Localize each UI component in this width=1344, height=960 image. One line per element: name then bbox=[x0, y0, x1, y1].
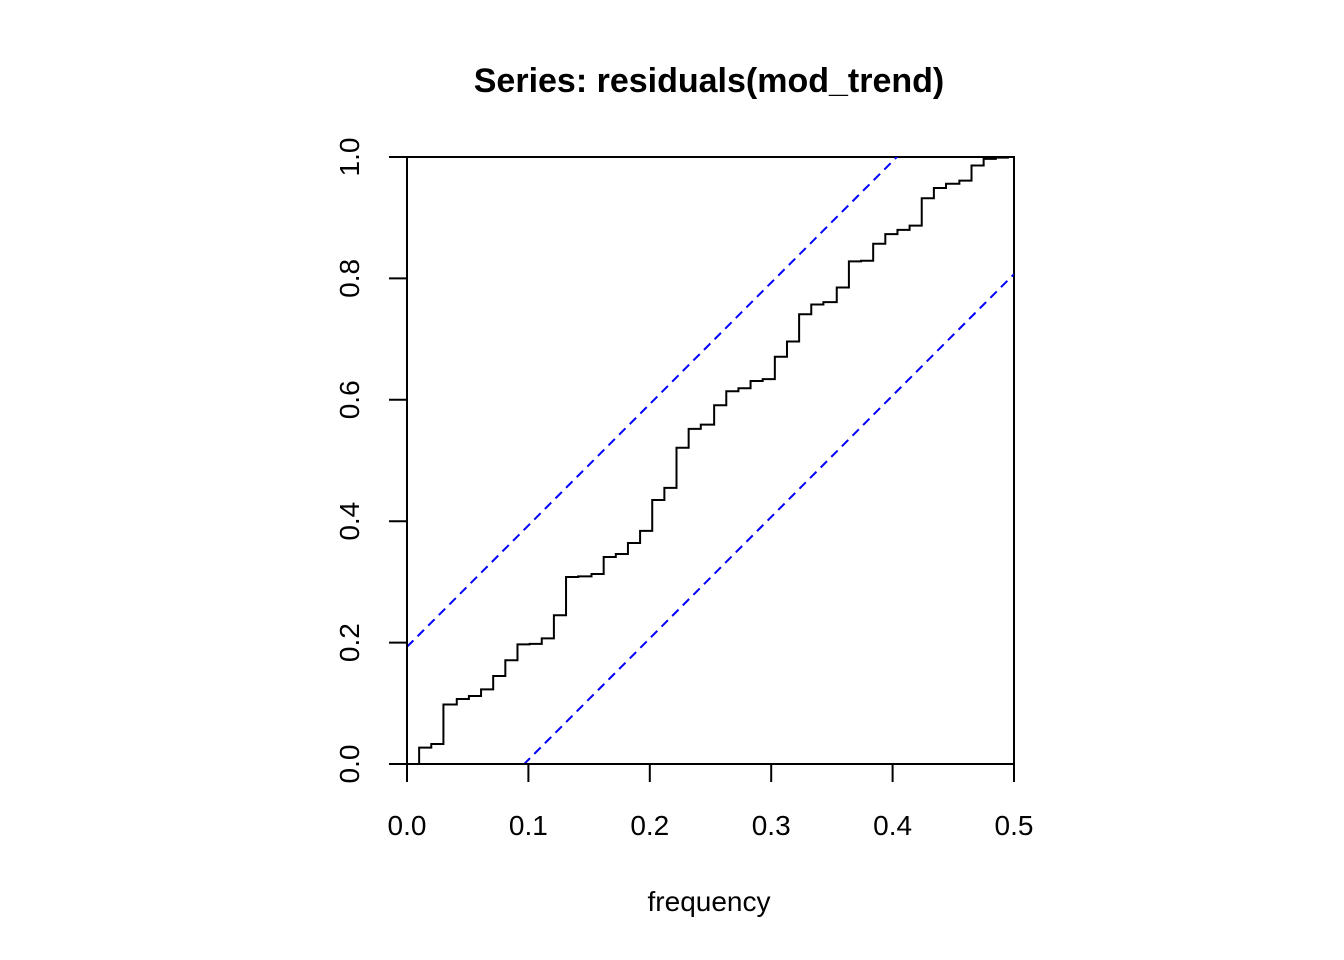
y-tick-label: 0.8 bbox=[334, 259, 365, 298]
upper-confidence-band-line bbox=[407, 157, 899, 648]
chart-title: Series: residuals(mod_trend) bbox=[474, 62, 944, 100]
x-axis: 0.0 0.1 0.2 0.3 0.4 0.5 bbox=[388, 763, 1034, 841]
y-axis: 0.0 0.2 0.4 0.6 0.8 1.0 bbox=[334, 138, 408, 784]
y-tick-label: 0.0 bbox=[334, 745, 365, 784]
x-axis-label: frequency bbox=[648, 886, 771, 917]
y-tick-label: 0.2 bbox=[334, 623, 365, 662]
y-tick-label: 0.6 bbox=[334, 380, 365, 419]
x-tick-label: 0.4 bbox=[873, 810, 912, 841]
y-tick-label: 0.4 bbox=[334, 502, 365, 541]
y-tick-label: 1.0 bbox=[334, 138, 365, 177]
x-tick-label: 0.0 bbox=[388, 810, 427, 841]
x-tick-label: 0.3 bbox=[752, 810, 791, 841]
x-tick-label: 0.2 bbox=[630, 810, 669, 841]
plot-frame bbox=[406, 156, 1015, 765]
x-tick-label: 0.5 bbox=[995, 810, 1034, 841]
x-tick-label: 0.1 bbox=[509, 810, 548, 841]
cumulative-periodogram-line bbox=[407, 157, 1014, 764]
lower-confidence-band-line bbox=[522, 273, 1014, 764]
plot-area bbox=[406, 156, 1015, 765]
